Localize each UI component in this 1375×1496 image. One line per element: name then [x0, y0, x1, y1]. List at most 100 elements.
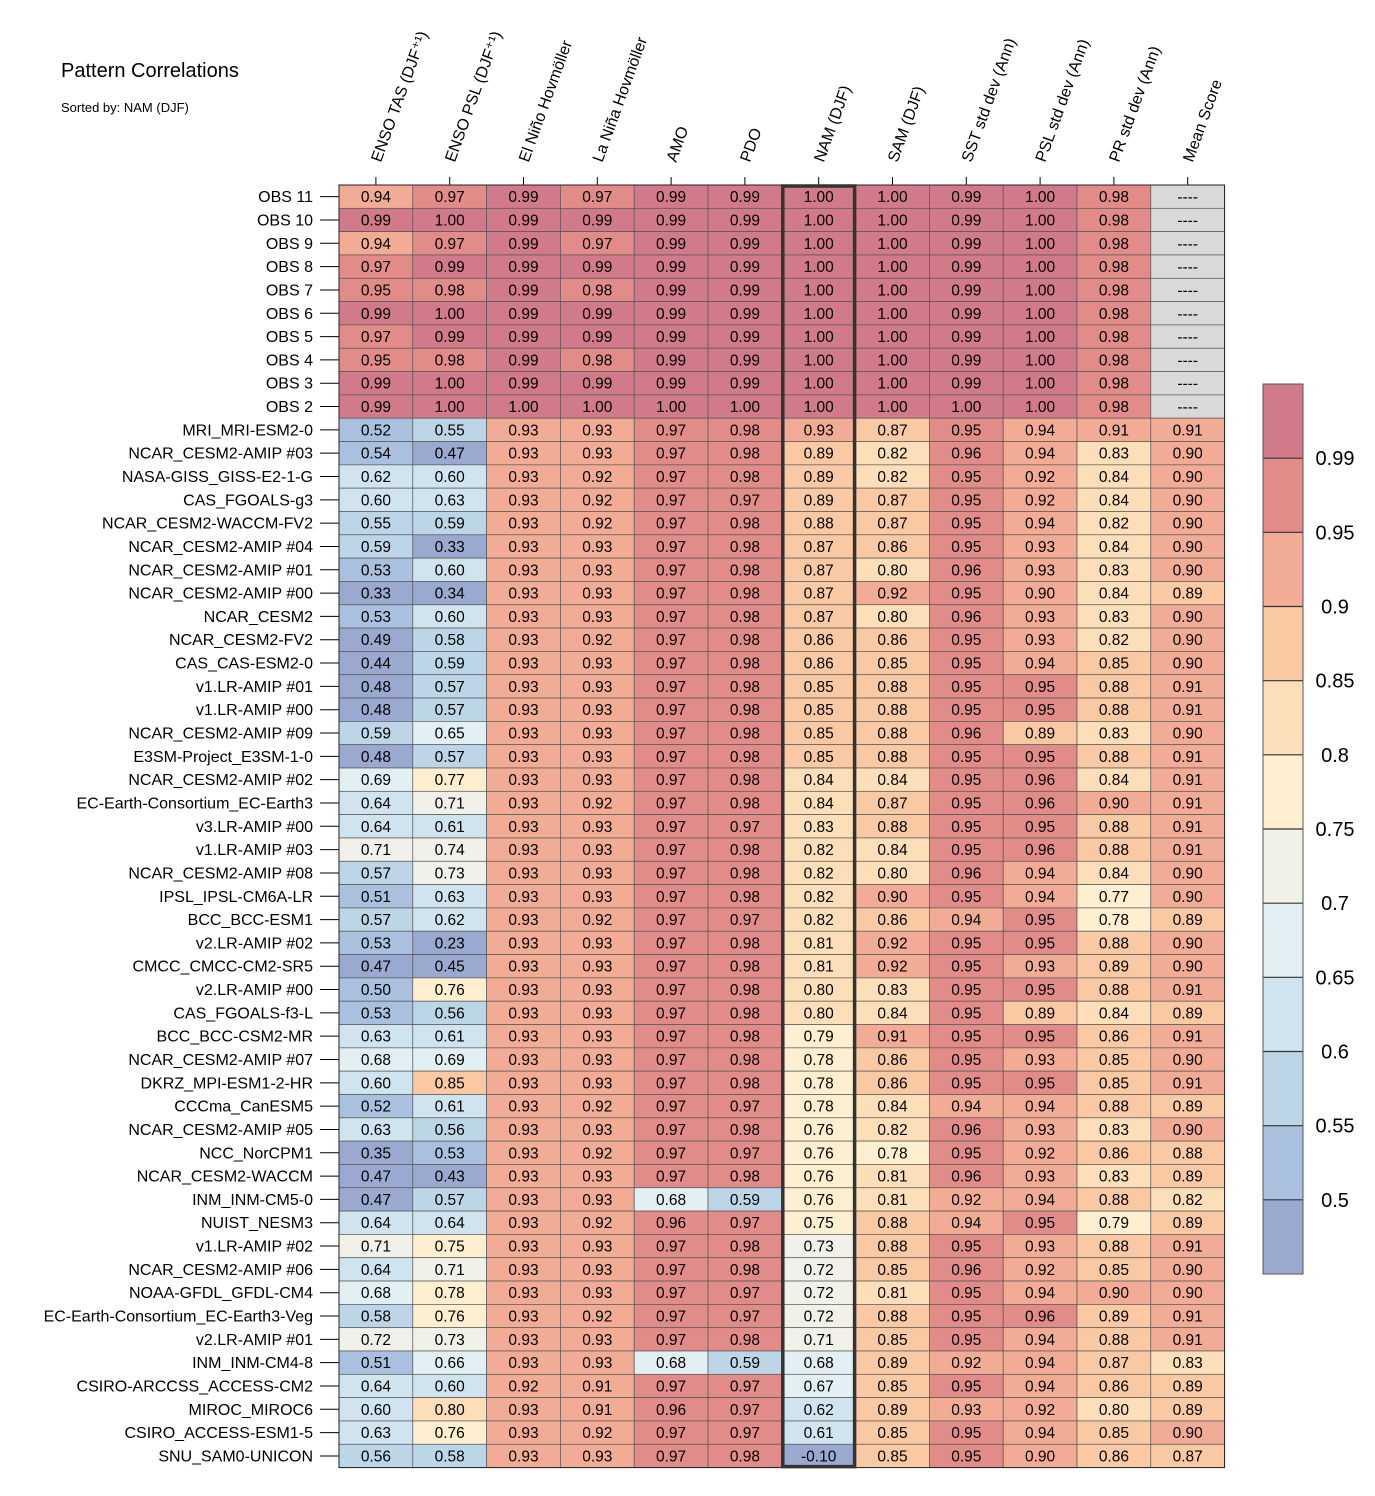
cell-value: 0.91	[1099, 422, 1129, 439]
cell-value: 0.85	[877, 656, 907, 673]
cell-value: 0.51	[361, 1355, 391, 1372]
cell-value: 0.85	[877, 1378, 907, 1395]
cell-value: 0.84	[877, 772, 908, 789]
cell-value: 0.95	[951, 1075, 981, 1092]
column-label: Mean Score	[1180, 77, 1226, 164]
cell-value: 0.95	[1025, 702, 1055, 719]
colorbar-tick-label: 0.6	[1321, 1042, 1349, 1064]
cell-value: 0.85	[804, 749, 834, 766]
cell-value: 0.84	[1099, 772, 1130, 789]
cell-value: 0.69	[361, 772, 391, 789]
cell-value: 0.97	[656, 1145, 686, 1162]
cell-value: 0.97	[730, 1285, 760, 1302]
cell-value: 0.88	[877, 726, 907, 743]
colorbar-bin	[1263, 754, 1303, 829]
cell-value: 0.72	[804, 1285, 834, 1302]
cell-value: 0.98	[730, 632, 760, 649]
cell-value: 0.72	[804, 1262, 834, 1279]
cell-value: 0.95	[951, 1029, 981, 1046]
cell-value: 0.90	[1173, 492, 1204, 509]
row-label: OBS 5	[266, 329, 313, 346]
cell-value: 0.87	[804, 609, 834, 626]
cell-value: 0.90	[877, 889, 908, 906]
cell-value: 0.97	[361, 329, 391, 346]
cell-value: 0.90	[1025, 586, 1056, 603]
cell-value: 0.47	[361, 959, 391, 976]
cell-value: 0.96	[951, 726, 981, 743]
cell-value: 0.97	[656, 912, 686, 929]
cell-value: 0.98	[730, 656, 760, 673]
cell-value: 0.99	[656, 212, 686, 229]
cell-value: 0.82	[804, 842, 834, 859]
cell-value: 0.68	[656, 1355, 686, 1372]
cell-value: 0.90	[1173, 656, 1204, 673]
cell-value: 0.54	[361, 446, 392, 463]
row-label: OBS 3	[266, 376, 313, 393]
cell-value: 0.95	[951, 1239, 981, 1256]
cell-value: 0.90	[1173, 889, 1204, 906]
cell-value: 0.95	[1025, 819, 1055, 836]
cell-value: 0.81	[877, 1169, 907, 1186]
cell-value: 0.91	[1173, 1309, 1203, 1326]
cell-value: 0.83	[877, 982, 907, 999]
cell-value: 0.99	[656, 282, 686, 299]
cell-value: 0.93	[508, 1169, 538, 1186]
cell-value: 0.90	[1173, 632, 1204, 649]
cell-value: 0.99	[656, 352, 686, 369]
cell-value: 0.89	[877, 1402, 907, 1419]
cell-value: 0.97	[656, 1052, 686, 1069]
cell-value: 0.44	[361, 656, 392, 673]
cell-value: 0.35	[361, 1145, 391, 1162]
cell-value: 0.97	[656, 516, 686, 533]
cell-value: 0.71	[804, 1332, 834, 1349]
cell-value: 0.92	[1025, 1145, 1055, 1162]
cell-value: 0.89	[1173, 1402, 1203, 1419]
cell-value: 0.99	[508, 212, 538, 229]
cell-value: 0.91	[1173, 422, 1203, 439]
cell-value: 0.93	[582, 772, 612, 789]
cell-value: 0.93	[582, 1052, 612, 1069]
cell-value: 0.55	[435, 422, 465, 439]
cell-value: 0.99	[582, 212, 612, 229]
row-label: SNU_SAM0-UNICON	[158, 1448, 313, 1465]
cell-value: 0.47	[361, 1192, 391, 1209]
column-label: ENSO PSL (DJF⁺¹)	[442, 29, 505, 164]
cell-value: 0.81	[804, 959, 834, 976]
cell-value: 0.99	[951, 259, 981, 276]
cell-value: 1.00	[582, 399, 613, 416]
cell-value: 0.89	[804, 492, 834, 509]
cell-value: 1.00	[877, 306, 908, 323]
cell-value: 0.93	[508, 469, 538, 486]
cell-value: 0.98	[730, 1262, 760, 1279]
cell-value: 0.84	[804, 772, 835, 789]
cell-value: 0.93	[508, 865, 538, 882]
cell-value: 0.92	[1025, 1402, 1055, 1419]
cell-value: 0.78	[804, 1099, 834, 1116]
cell-value: 0.97	[730, 912, 760, 929]
cell-value: 0.97	[730, 1378, 760, 1395]
row-label: v1.LR-AMIP #00	[196, 702, 313, 719]
cell-value: 0.93	[582, 1122, 612, 1139]
cell-value: 0.99	[656, 236, 686, 253]
cell-value: 0.98	[1099, 399, 1129, 416]
cell-value: 0.93	[582, 1285, 612, 1302]
cell-value: 0.95	[951, 819, 981, 836]
row-label: OBS 8	[266, 259, 313, 276]
cell-value: 1.00	[656, 399, 687, 416]
cell-value: 0.94	[1025, 1285, 1056, 1302]
column-label: PDO	[738, 126, 766, 164]
cell-value: 0.89	[804, 469, 834, 486]
cell-value: 0.89	[877, 1355, 907, 1372]
cell-value: 0.97	[656, 1075, 686, 1092]
cell-value: 0.97	[656, 632, 686, 649]
row-label: EC-Earth-Consortium_EC-Earth3	[76, 795, 313, 812]
cell-value: 0.82	[804, 889, 834, 906]
cell-value: 0.99	[508, 236, 538, 253]
colorbar-bin	[1263, 977, 1303, 1052]
cell-value: 0.92	[1025, 1262, 1055, 1279]
cell-value: 0.99	[508, 306, 538, 323]
cell-value: 0.99	[730, 306, 760, 323]
cell-value: 0.90	[1173, 469, 1204, 486]
cell-value: 0.64	[361, 819, 392, 836]
row-label: NCAR_CESM2-AMIP #01	[128, 562, 313, 579]
